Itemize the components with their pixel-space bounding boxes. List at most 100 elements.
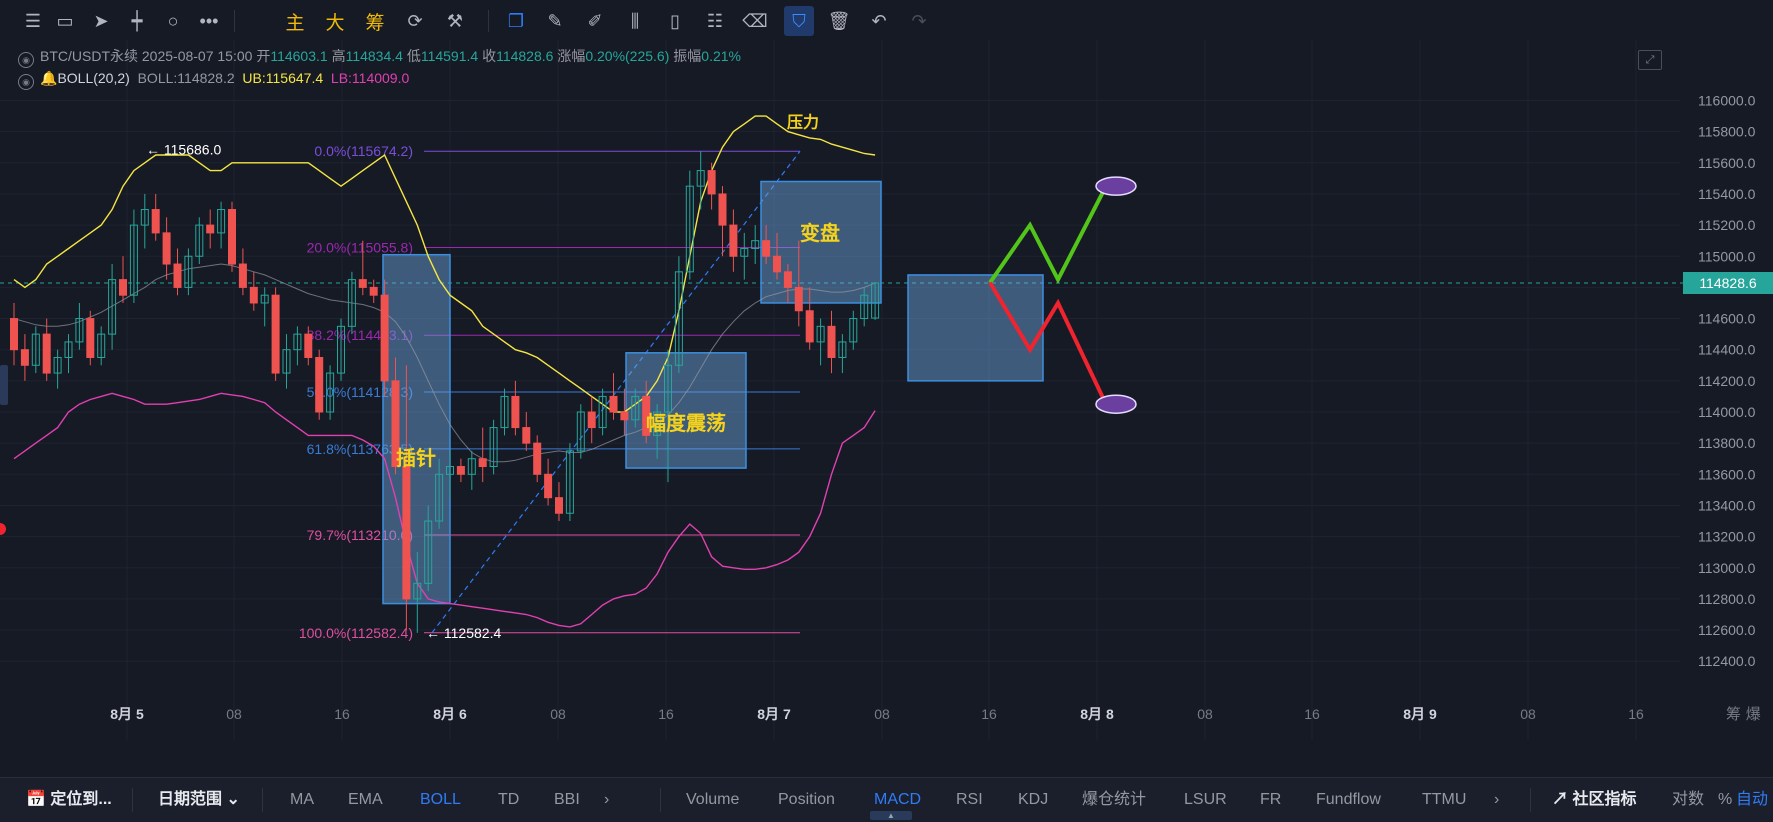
circle-icon[interactable]: ○ [167,10,179,31]
candle-body [10,318,18,351]
percent-scale-button[interactable]: % [1718,791,1733,808]
indicator-bbi[interactable]: BBI [554,791,580,808]
chevron-right-icon[interactable]: › [604,791,610,808]
toolbar-divider [488,10,489,32]
candle-body [31,333,40,366]
current-price-tag: 114828.6 [1683,272,1773,294]
x-tick-label: 8月 7 [757,706,791,722]
cursor-icon[interactable]: ➤ [93,10,109,31]
candle-body [75,318,84,343]
candle-body [435,473,444,522]
locate-label: 定位到... [50,791,112,808]
y-tick-label: 115800.0 [1698,124,1756,140]
rectangle-icon[interactable]: ▭ [56,10,74,31]
locate-button[interactable]: 📅 定位到... [26,778,112,822]
indicator-lsur[interactable]: LSUR [1184,791,1227,808]
low-value: 114591.4 [420,48,479,64]
eraser-icon[interactable]: ⌫ [742,10,768,31]
candle-body [282,349,291,374]
trash-icon[interactable]: 🗑 [827,10,851,31]
candle-body [565,450,574,514]
candle-body [609,395,618,413]
x-tick-label: 16 [981,706,997,722]
x-tick-label: 16 [658,706,674,722]
main-chart-button[interactable]: 主 [285,11,305,34]
candle-body [598,395,607,429]
indicator-ema[interactable]: EMA [348,791,383,808]
y-tick-label: 113800.0 [1698,435,1756,451]
close-value: 114828.6 [496,48,554,64]
y-tick-label: 113000.0 [1698,560,1756,576]
y-tick-label: 115200.0 [1698,217,1756,233]
alarm-icon[interactable]: 🔔 [40,70,58,86]
undo-icon[interactable]: ↶ [871,10,887,31]
price-axis: 116000.0 115800.0 115600.0 115400.0 115200.0… [1698,93,1756,670]
candle-icon[interactable]: ⫼ [630,10,640,31]
note-icon[interactable]: ☷ [706,10,724,31]
indicator-position[interactable]: Position [778,791,835,808]
copy-icon[interactable]: ❐ [507,10,525,31]
y-tick-label: 113400.0 [1698,497,1756,513]
candle-body [304,333,313,358]
bollinger-bands [13,115,876,628]
indicator-td[interactable]: TD [498,791,520,808]
sketch-icon[interactable]: ⚒ [446,10,464,31]
indicator-fundflow[interactable]: Fundflow [1316,791,1381,808]
big-order-button[interactable]: 大 [325,11,345,34]
fib-level-label: 20.0%(115055.8) [307,240,413,256]
axis-extra-label: 筹 爆 [1726,705,1761,723]
candle-body [97,333,106,358]
boll-line [13,263,876,463]
fib-level-label: 100.0%(112582.4) [299,625,413,641]
redo-icon[interactable]: ↷ [911,10,927,31]
indicator-rsi[interactable]: RSI [956,791,983,808]
horizontal-line-icon[interactable]: ┿ [131,10,143,31]
date-range-dropdown[interactable]: 日期范围 ⌄ [158,778,240,822]
chart-grid [0,40,1683,740]
chips-button[interactable]: 筹 [365,11,385,34]
pencil-icon[interactable]: ✐ [587,10,603,31]
annotation-box [760,180,882,304]
candle-body [260,294,269,304]
panel-toggle-icon[interactable]: ▲ [870,811,912,820]
community-label: 社区指标 [1572,791,1637,808]
menu-icon[interactable]: ☰ [24,10,42,31]
indicator-ttmu[interactable]: TTMU [1422,791,1467,808]
more-icon[interactable]: ••• [199,10,219,31]
y-tick-label: 115000.0 [1698,248,1756,264]
y-tick-label: 114200.0 [1698,373,1756,389]
indicator-kdj[interactable]: KDJ [1018,791,1049,808]
left-drawer-handle [0,365,8,405]
boll-line [13,115,876,413]
delete-icon[interactable]: ▯ [670,10,680,31]
indicator-macd[interactable]: MACD [874,791,922,808]
eye-icon[interactable]: ◉ [18,74,34,90]
filter-icon[interactable]: ⛉ [784,6,814,36]
auto-scale-button[interactable]: 自动 [1736,791,1769,808]
indicator-boll[interactable]: BOLL [420,791,461,808]
measure-icon[interactable]: ⟳ [407,10,423,31]
ruler-icon[interactable]: ✎ [547,10,563,31]
chevron-right-icon[interactable]: › [1494,791,1500,808]
candle-body [707,170,716,195]
candle-body [53,356,62,374]
community-indicator-button[interactable]: ↗ 社区指标 [1552,778,1636,822]
boll-line [13,392,876,628]
indicator-liquidation[interactable]: 爆仓统计 [1082,791,1147,808]
datetime: 2025-08-07 15:00 [141,48,253,64]
log-scale-button[interactable]: 对数 [1672,791,1705,808]
indicator-ma[interactable]: MA [290,791,314,808]
eye-icon[interactable]: ◉ [18,52,34,68]
candle-body [358,279,367,288]
candle-body [162,232,171,265]
candle-body [816,325,825,343]
y-tick-label: 112400.0 [1698,653,1756,669]
fullscreen-icon[interactable]: ⤢ [1638,50,1662,70]
candle-body [271,294,280,374]
indicator-volume[interactable]: Volume [686,791,740,808]
bottom-divider [1530,788,1531,812]
time-axis: 8月 5 08 16 8月 6 08 16 8月 7 08 16 8月 8 08 16 8月 9 08 16… [110,705,1761,723]
price-chart[interactable]: 0.0%(115674.2)20.0%(115055.8)38.2%(11449… [0,40,1773,777]
candle-body [642,395,651,436]
indicator-fr[interactable]: FR [1260,791,1282,808]
